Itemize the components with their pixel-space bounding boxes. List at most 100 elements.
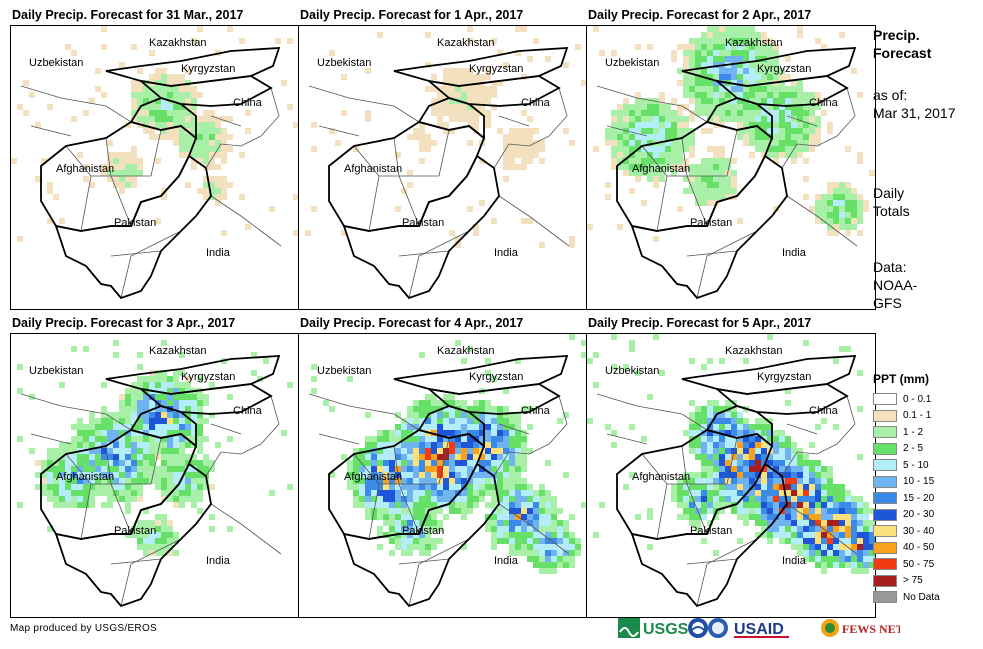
precip-cell	[797, 134, 803, 140]
precip-cell	[497, 436, 503, 442]
precip-cell	[413, 430, 419, 436]
precip-cell	[815, 526, 821, 532]
precip-cell	[179, 424, 185, 430]
precip-cell	[809, 466, 815, 472]
precip-cell	[521, 152, 527, 158]
precip-cell	[113, 170, 119, 176]
legend-title: PPT (mm)	[873, 372, 930, 386]
precip-cell	[161, 376, 167, 382]
precip-cell	[671, 484, 677, 490]
precip-cell	[779, 68, 785, 74]
precip-cell	[629, 188, 635, 194]
precip-cell	[713, 116, 719, 122]
precip-cell	[785, 526, 791, 532]
map-credit: Map produced by USGS/EROS	[10, 623, 158, 634]
precip-cell	[647, 544, 653, 550]
precip-cell	[689, 50, 695, 56]
precip-cell	[167, 382, 173, 388]
precip-cell	[743, 460, 749, 466]
precip-cell	[731, 406, 737, 412]
precip-cell	[749, 140, 755, 146]
precip-cell	[713, 188, 719, 194]
precip-cell	[641, 158, 647, 164]
precip-cell	[851, 212, 857, 218]
precip-cell	[773, 436, 779, 442]
precip-cell	[521, 442, 527, 448]
precip-cell	[827, 550, 833, 556]
precip-cell	[713, 550, 719, 556]
precip-cell	[503, 176, 509, 182]
precip-cell	[521, 484, 527, 490]
afghanistan-label: Afghanistan	[344, 163, 402, 175]
precip-cell	[365, 484, 371, 490]
precip-cell	[743, 134, 749, 140]
precip-cell	[425, 436, 431, 442]
precip-cell	[377, 454, 383, 460]
precip-cell	[125, 406, 131, 412]
precip-cell	[221, 176, 227, 182]
precip-cell	[119, 448, 125, 454]
precip-cell	[827, 544, 833, 550]
precip-cell	[749, 466, 755, 472]
precip-cell	[857, 200, 863, 206]
kazakhstan-label: Kazakhstan	[149, 345, 206, 357]
precip-cell	[767, 520, 773, 526]
precip-cell	[473, 98, 479, 104]
precip-cell	[647, 394, 653, 400]
precip-cell	[521, 436, 527, 442]
precip-cell	[653, 128, 659, 134]
precip-cell	[743, 80, 749, 86]
precip-cell	[491, 218, 497, 224]
precip-cell	[191, 38, 197, 44]
precip-cell	[857, 212, 863, 218]
precip-cell	[101, 472, 107, 478]
precip-cell	[689, 86, 695, 92]
precip-cell	[761, 62, 767, 68]
precip-cell	[731, 472, 737, 478]
precip-cell	[563, 128, 569, 134]
precip-cell	[227, 436, 233, 442]
precip-cell	[485, 406, 491, 412]
precip-cell	[395, 152, 401, 158]
precip-cell	[617, 104, 623, 110]
precip-cell	[413, 544, 419, 550]
precip-cell	[407, 526, 413, 532]
precip-cell	[653, 152, 659, 158]
precip-cell	[59, 460, 65, 466]
precip-cell	[77, 490, 83, 496]
precip-cell	[95, 442, 101, 448]
precip-cell	[197, 188, 203, 194]
precip-cell	[839, 562, 845, 568]
precip-cell	[107, 430, 113, 436]
precip-cell	[707, 110, 713, 116]
usaid-logo: USAID	[734, 621, 789, 638]
border-line	[30, 125, 72, 137]
border-line	[150, 437, 162, 485]
precip-cell	[215, 128, 221, 134]
precip-cell	[833, 502, 839, 508]
precip-cell	[791, 140, 797, 146]
precip-cell	[845, 188, 851, 194]
precip-cell	[851, 532, 857, 538]
precip-cell	[485, 472, 491, 478]
precip-cell	[101, 478, 107, 484]
precip-cell	[689, 56, 695, 62]
precip-cell	[197, 134, 203, 140]
precip-cell	[455, 242, 461, 248]
precip-cell	[173, 550, 179, 556]
precip-cell	[527, 158, 533, 164]
precip-cell	[179, 496, 185, 502]
precip-cell	[755, 140, 761, 146]
precip-cell	[197, 92, 203, 98]
agency-logos: USGS USAID FEWS NET	[618, 616, 900, 640]
precip-cell	[665, 164, 671, 170]
precip-cell	[791, 466, 797, 472]
precip-cell	[551, 496, 557, 502]
precip-cell	[713, 98, 719, 104]
precip-cell	[695, 44, 701, 50]
precip-cell	[827, 478, 833, 484]
uzbekistan-label: Uzbekistan	[29, 57, 83, 69]
precip-cell	[497, 526, 503, 532]
precip-cell	[215, 122, 221, 128]
precip-cell	[731, 110, 737, 116]
